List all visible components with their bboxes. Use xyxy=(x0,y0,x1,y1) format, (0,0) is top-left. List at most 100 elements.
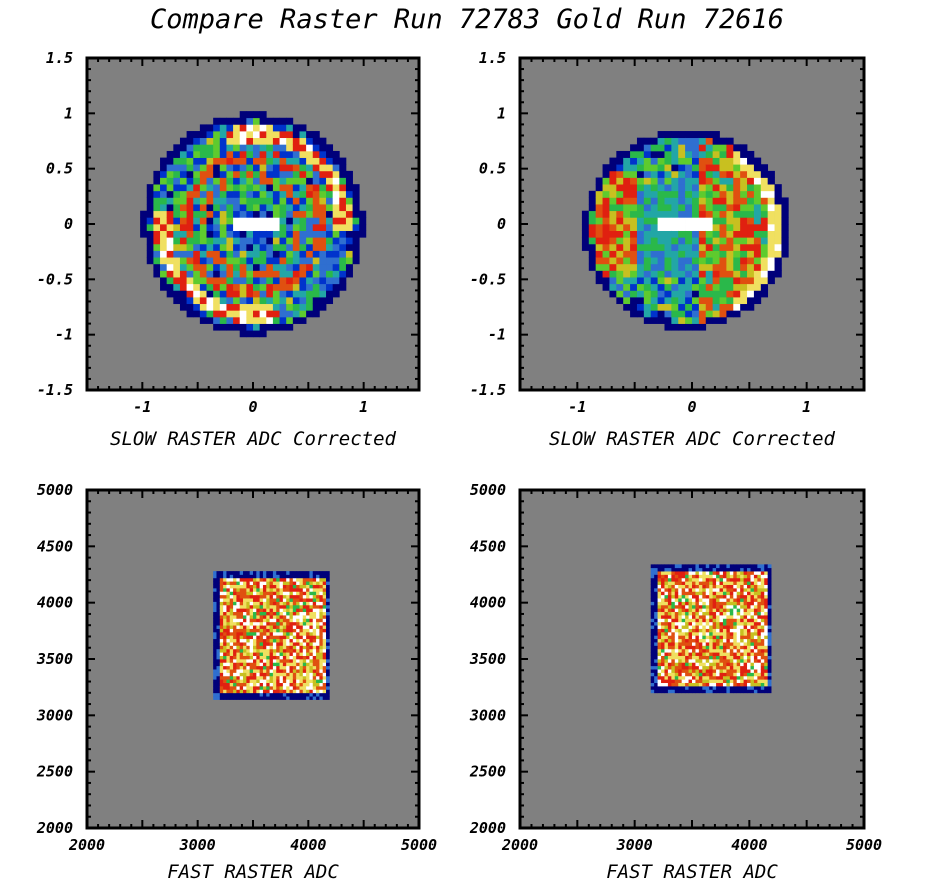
heatmap-cell xyxy=(226,621,231,626)
heatmap-cell xyxy=(186,243,194,251)
heatmap-cell xyxy=(299,665,304,670)
heatmap-cell xyxy=(286,277,294,285)
heatmap-cell xyxy=(292,310,300,318)
heatmap-cell xyxy=(650,686,655,690)
heatmap-cell xyxy=(276,682,280,687)
heatmap-cell xyxy=(319,197,327,205)
heatmap-cell xyxy=(716,631,720,636)
heatmap-cell xyxy=(688,588,693,592)
heatmap-cell xyxy=(233,652,237,656)
heatmap-cell xyxy=(764,675,769,680)
heatmap-cell xyxy=(767,669,772,673)
heatmap-cell xyxy=(623,217,631,225)
heatmap-cell xyxy=(286,638,290,643)
heatmap-cell xyxy=(685,297,693,305)
heatmap-cell xyxy=(233,237,241,245)
y-tick-label: 3500 xyxy=(469,650,506,668)
heatmap-cell xyxy=(753,224,762,231)
heatmap-cell xyxy=(736,665,741,670)
heatmap-cell xyxy=(259,682,264,687)
heatmap-cell xyxy=(692,669,696,673)
heatmap-cell xyxy=(186,144,194,152)
heatmap-cell xyxy=(712,257,720,265)
heatmap-cell xyxy=(219,270,227,278)
heatmap-cell xyxy=(716,564,720,569)
heatmap-cell xyxy=(705,157,713,165)
heatmap-cell xyxy=(239,297,247,305)
heatmap-cell xyxy=(292,655,297,660)
heatmap-cell xyxy=(757,648,762,653)
heatmap-cell xyxy=(223,635,227,640)
heatmap-cell xyxy=(767,659,772,663)
heatmap-cell xyxy=(753,686,758,690)
heatmap-cell xyxy=(326,665,330,670)
heatmap-cell xyxy=(747,303,755,311)
heatmap-cell xyxy=(286,581,290,585)
heatmap-cell xyxy=(667,659,672,663)
heatmap-cell xyxy=(316,662,320,667)
heatmap-cell xyxy=(259,628,264,633)
heatmap-cell xyxy=(229,635,234,640)
heatmap-cell xyxy=(726,642,731,646)
heatmap-cell xyxy=(239,598,244,602)
heatmap-cell xyxy=(747,184,755,192)
heatmap-cell xyxy=(760,604,765,609)
heatmap-cell xyxy=(674,665,679,670)
heatmap-cell xyxy=(316,631,320,636)
heatmap-cell xyxy=(667,618,672,623)
heatmap-cell xyxy=(226,270,234,278)
heatmap-cell xyxy=(760,611,765,616)
heatmap-cell xyxy=(269,584,274,589)
heatmap-cell xyxy=(705,625,710,629)
heatmap-cell xyxy=(643,150,652,158)
heatmap-cell xyxy=(299,131,307,139)
heatmap-cell xyxy=(671,177,679,185)
heatmap-cell xyxy=(705,631,710,636)
heatmap-cell xyxy=(266,283,274,291)
heatmap-cell xyxy=(312,190,320,198)
heatmap-cell xyxy=(246,625,251,629)
heatmap-cell xyxy=(326,581,330,585)
heatmap-cell xyxy=(671,648,676,653)
heatmap-cell xyxy=(279,157,287,165)
heatmap-cell xyxy=(688,581,693,585)
heatmap-cell xyxy=(674,682,679,687)
heatmap-cell xyxy=(736,635,741,640)
heatmap-cell xyxy=(757,611,762,616)
heatmap-cell xyxy=(705,564,710,569)
heatmap-cell xyxy=(279,150,287,158)
heatmap-cell xyxy=(213,679,217,684)
heatmap-cell xyxy=(630,257,638,265)
heatmap-cell xyxy=(767,277,775,285)
heatmap-cell xyxy=(253,224,260,231)
heatmap-cell xyxy=(671,283,679,291)
heatmap-cell xyxy=(216,588,221,592)
heatmap-cell xyxy=(289,584,294,589)
heatmap-cell xyxy=(623,210,631,218)
heatmap-cell xyxy=(692,283,700,291)
heatmap-cell xyxy=(664,184,672,192)
heatmap-cell xyxy=(664,310,672,318)
heatmap-cell xyxy=(678,594,683,599)
heatmap-cell xyxy=(253,270,260,278)
heatmap-cell xyxy=(661,645,665,650)
heatmap-cell xyxy=(709,611,713,616)
heatmap-cell xyxy=(279,631,284,636)
heatmap-cell xyxy=(226,283,234,291)
heatmap-cell xyxy=(767,243,775,251)
heatmap-cell xyxy=(266,243,274,251)
heatmap-cell xyxy=(729,675,734,680)
heatmap-cell xyxy=(661,655,665,660)
heatmap-cell xyxy=(233,124,241,132)
heatmap-cell xyxy=(299,124,307,132)
heatmap-cell xyxy=(667,615,672,619)
heatmap-cell xyxy=(306,648,310,653)
heatmap-cell xyxy=(339,224,347,231)
heatmap-cell xyxy=(193,250,201,258)
heatmap-cell xyxy=(681,662,686,667)
heatmap-cell xyxy=(259,665,264,670)
heatmap-cell xyxy=(712,190,720,198)
heatmap-cell xyxy=(729,574,734,579)
heatmap-cell xyxy=(312,621,317,626)
heatmap-cell xyxy=(319,608,324,613)
